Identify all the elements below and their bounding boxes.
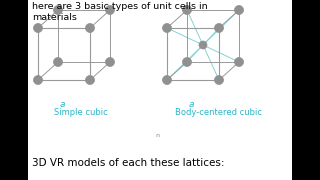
Text: a: a (189, 100, 195, 109)
Circle shape (34, 24, 43, 33)
Circle shape (163, 75, 172, 84)
Circle shape (199, 41, 207, 49)
Circle shape (214, 24, 223, 33)
Circle shape (214, 75, 223, 84)
Circle shape (182, 57, 191, 66)
Text: 3D VR models of each these lattices:: 3D VR models of each these lattices: (32, 158, 225, 168)
Circle shape (34, 75, 43, 84)
Text: here are 3 basic types of unit cells in
materials: here are 3 basic types of unit cells in … (32, 2, 208, 22)
Circle shape (235, 57, 244, 66)
Text: Body-centered cubic: Body-centered cubic (175, 108, 262, 117)
Circle shape (235, 6, 244, 15)
Circle shape (106, 6, 115, 15)
Circle shape (85, 75, 94, 84)
Bar (0, 0, 28, 180)
Circle shape (85, 24, 94, 33)
Circle shape (182, 6, 191, 15)
Text: n: n (155, 133, 159, 138)
Circle shape (106, 57, 115, 66)
Text: a: a (60, 100, 66, 109)
Bar (292, 0, 320, 180)
Circle shape (53, 6, 62, 15)
Text: Simple cubic: Simple cubic (54, 108, 108, 117)
Circle shape (53, 57, 62, 66)
Circle shape (163, 24, 172, 33)
